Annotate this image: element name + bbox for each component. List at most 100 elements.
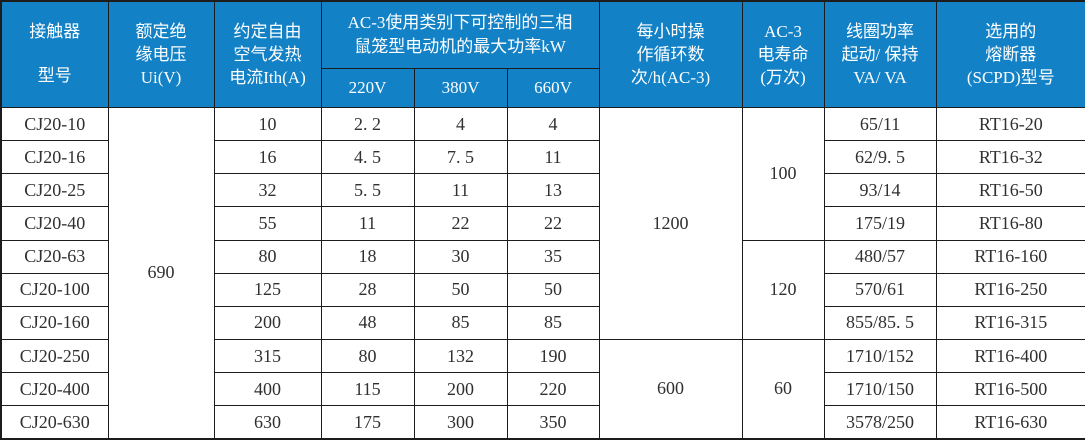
- header-ac3-electrical-life: AC-3 电寿命 (万次): [741, 0, 825, 108]
- cell-ui-voltage: 690: [107, 106, 215, 440]
- table-row: CJ20-400 400 115 200 220 1710/150 RT16-5…: [0, 372, 1085, 407]
- header-line: 熔断器: [985, 44, 1037, 64]
- header-line: 鼠笼型电动机的最大功率kW: [354, 36, 566, 56]
- cell-kw-380v: 4: [413, 106, 508, 142]
- header-thermal-current: 约定自由 空气发热 电流Ith(A): [213, 0, 322, 108]
- cell-fuse: RT16-500: [935, 372, 1085, 407]
- cell-fuse: RT16-20: [935, 106, 1085, 142]
- cell-model: CJ20-63: [0, 239, 109, 274]
- cell-fuse: RT16-160: [935, 239, 1085, 274]
- cell-model: CJ20-25: [0, 173, 109, 208]
- cell-kw-660v: 85: [506, 305, 600, 340]
- cell-coil-power: 175/19: [823, 206, 937, 241]
- table-row: CJ20-25 32 5. 5 11 13 93/14 RT16-50: [0, 173, 1085, 208]
- table-row: CJ20-160 200 48 85 85 855/85. 5 RT16-315: [0, 305, 1085, 340]
- table-row: CJ20-100 125 28 50 50 570/61 RT16-250: [0, 272, 1085, 307]
- cell-fuse: RT16-630: [935, 405, 1085, 440]
- cell-coil-power: 65/11: [823, 106, 937, 142]
- cell-kw-660v: 35: [506, 239, 600, 274]
- header-line: 线圈功率: [846, 21, 915, 41]
- cell-kw-660v: 13: [506, 173, 600, 208]
- table-row: CJ20-250 315 80 132 190 600 60 1710/152 …: [0, 338, 1085, 440]
- header-fuse-type: 选用的 熔断器 (SCPD)型号: [935, 0, 1085, 108]
- table-row: CJ20-10 690 10 2. 2 4 4 1200 100 65/11 R…: [0, 106, 1085, 440]
- cell-kw-660v: 350: [506, 405, 600, 440]
- header-line: 电流Ith(A): [229, 67, 306, 87]
- cell-cycles-1200: 1200: [598, 106, 743, 340]
- header-line: 约定自由: [233, 21, 302, 41]
- cell-coil-power: 1710/150: [823, 372, 937, 407]
- cell-kw-660v: 11: [506, 140, 600, 175]
- cell-model: CJ20-10: [0, 106, 109, 142]
- cell-life-100: 100: [741, 106, 825, 241]
- header-220v: 220V: [320, 67, 415, 108]
- header-line: 每小时操: [636, 21, 705, 41]
- cell-ith: 315: [213, 338, 322, 374]
- cell-fuse: RT16-315: [935, 305, 1085, 340]
- cell-ith: 32: [213, 173, 322, 208]
- cell-ith: 10: [213, 106, 322, 142]
- cell-kw-220v: 4. 5: [320, 140, 415, 175]
- header-line: 型号: [37, 66, 72, 86]
- header-line: 额定绝: [135, 21, 187, 41]
- header-line: 作循环数: [636, 44, 705, 64]
- cell-kw-220v: 80: [320, 338, 415, 374]
- header-line: 接触器: [29, 22, 81, 42]
- header-line: 次/h(AC-3): [630, 67, 711, 87]
- cell-kw-220v: 5. 5: [320, 173, 415, 208]
- cell-fuse: RT16-250: [935, 272, 1085, 307]
- cell-kw-220v: 2. 2: [320, 106, 415, 142]
- cell-fuse: RT16-32: [935, 140, 1085, 175]
- cell-kw-660v: 190: [506, 338, 600, 374]
- cell-kw-380v: 300: [413, 405, 508, 440]
- cell-coil-power: 3578/250: [823, 405, 937, 440]
- header-row-main: 接触器 型号 额定绝 缘电压 Ui(V) 约定自由 空气发热 电流Ith(A) …: [0, 0, 1085, 108]
- cell-ith: 55: [213, 206, 322, 241]
- cell-kw-380v: 11: [413, 173, 508, 208]
- cell-coil-power: 62/9. 5: [823, 140, 937, 175]
- cell-model: CJ20-16: [0, 140, 109, 175]
- header-line: 起动/ 保持: [841, 44, 919, 64]
- header-coil-power: 线圈功率 起动/ 保持 VA/ VA: [823, 0, 937, 108]
- cell-kw-380v: 132: [413, 338, 508, 374]
- cell-kw-660v: 22: [506, 206, 600, 241]
- header-line: Ui(V): [140, 67, 182, 87]
- cell-fuse: RT16-400: [935, 338, 1085, 374]
- header-line: 空气发热: [233, 44, 302, 64]
- cell-kw-380v: 50: [413, 272, 508, 307]
- header-line: (SCPD)型号: [966, 67, 1055, 87]
- cell-kw-380v: 30: [413, 239, 508, 274]
- cell-kw-220v: 175: [320, 405, 415, 440]
- cell-model: CJ20-400: [0, 372, 109, 407]
- cell-model: CJ20-100: [0, 272, 109, 307]
- cell-kw-220v: 48: [320, 305, 415, 340]
- cell-kw-660v: 4: [506, 106, 600, 142]
- header-660v: 660V: [506, 67, 600, 108]
- header-contactor-model: 接触器 型号: [0, 0, 109, 108]
- table-row: CJ20-630 630 175 300 350 3578/250 RT16-6…: [0, 405, 1085, 440]
- cell-ith: 630: [213, 405, 322, 440]
- cell-kw-380v: 7. 5: [413, 140, 508, 175]
- cell-coil-power: 570/61: [823, 272, 937, 307]
- cell-model: CJ20-160: [0, 305, 109, 340]
- cell-coil-power: 855/85. 5: [823, 305, 937, 340]
- cell-kw-380v: 22: [413, 206, 508, 241]
- header-line: AC-3: [764, 21, 802, 41]
- cell-coil-power: 93/14: [823, 173, 937, 208]
- cell-kw-660v: 50: [506, 272, 600, 307]
- cell-kw-380v: 200: [413, 372, 508, 407]
- header-line: 电寿命: [757, 44, 809, 64]
- cell-kw-220v: 11: [320, 206, 415, 241]
- table-row: CJ20-16 16 4. 5 7. 5 11 62/9. 5 RT16-32: [0, 140, 1085, 175]
- header-rated-insulation-voltage: 额定绝 缘电压 Ui(V): [107, 0, 215, 108]
- cell-cycles-600: 600: [598, 338, 743, 440]
- cell-model: CJ20-250: [0, 338, 109, 374]
- cell-ith: 200: [213, 305, 322, 340]
- cell-coil-power: 1710/152: [823, 338, 937, 374]
- cell-model: CJ20-40: [0, 206, 109, 241]
- header-line: (万次): [760, 67, 806, 87]
- cell-life-60: 60: [741, 338, 825, 440]
- cell-ith: 80: [213, 239, 322, 274]
